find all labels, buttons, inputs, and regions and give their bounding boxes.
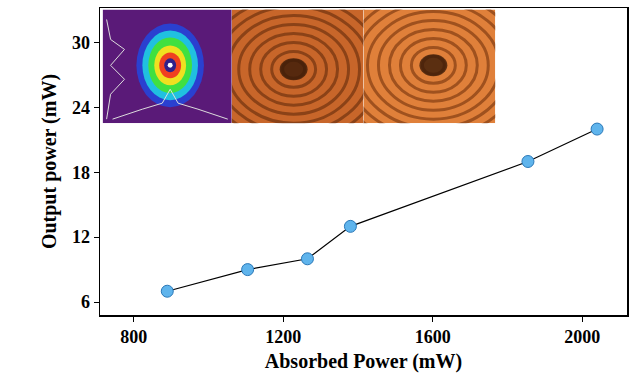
- svg-text:2000: 2000: [564, 327, 600, 347]
- svg-text:1200: 1200: [265, 327, 301, 347]
- svg-text:800: 800: [120, 327, 147, 347]
- svg-text:Absorbed Power (mW): Absorbed Power (mW): [265, 350, 462, 373]
- svg-text:6: 6: [81, 292, 90, 312]
- svg-text:12: 12: [72, 227, 90, 247]
- svg-text:1600: 1600: [415, 327, 451, 347]
- svg-text:Output power (mW): Output power (mW): [38, 74, 61, 249]
- svg-text:18: 18: [72, 163, 90, 183]
- svg-text:30: 30: [72, 33, 90, 53]
- svg-text:24: 24: [72, 98, 90, 118]
